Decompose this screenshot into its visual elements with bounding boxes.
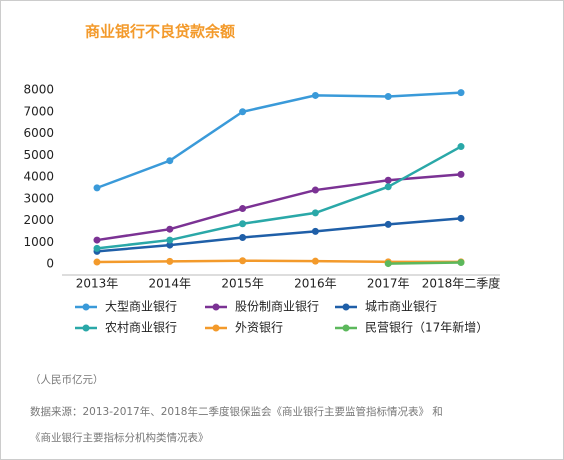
- data-point: [384, 183, 392, 191]
- legend-swatch-dot: [342, 324, 350, 332]
- data-point: [166, 241, 174, 249]
- x-tick-label: 2017年: [367, 277, 410, 291]
- data-point: [166, 236, 174, 244]
- legend-label: 股份制商业银行: [235, 299, 319, 314]
- data-point: [311, 209, 319, 217]
- data-point: [457, 214, 465, 222]
- legend-label: 大型商业银行: [105, 299, 177, 314]
- x-tick-label: 2015年: [221, 277, 264, 291]
- legend-swatch-dot: [342, 303, 350, 311]
- y-tick-label: 7000: [23, 104, 54, 118]
- data-point: [239, 220, 247, 228]
- chart-title: 商业银行不良贷款余额: [85, 23, 235, 41]
- legend-swatch-dot: [212, 324, 220, 332]
- legend-swatch-dot: [212, 303, 220, 311]
- data-point: [166, 225, 174, 233]
- data-point: [311, 227, 319, 235]
- data-point: [93, 244, 101, 252]
- y-tick-label: 8000: [23, 83, 54, 97]
- data-point: [93, 258, 101, 266]
- y-tick-label: 4000: [23, 170, 54, 184]
- y-tick-label: 2000: [23, 213, 54, 227]
- series-line: [96, 145, 462, 250]
- legend-label: 外资银行: [235, 321, 283, 335]
- y-tick-label: 0: [46, 257, 54, 271]
- x-tick-label: 2016年: [294, 277, 337, 291]
- data-point: [384, 260, 392, 268]
- data-point: [384, 176, 392, 184]
- y-tick-label: 3000: [23, 191, 54, 205]
- data-point: [457, 170, 465, 178]
- data-point: [239, 108, 247, 116]
- legend-label: 城市商业银行: [365, 299, 437, 314]
- y-tick-label: 1000: [23, 235, 54, 249]
- data-point: [457, 143, 465, 151]
- data-point: [384, 220, 392, 228]
- source-line: 《商业银行主要指标分机构类情况表》: [30, 431, 209, 444]
- legend-label: 民营银行（17年新增）: [365, 320, 488, 335]
- series-line: [96, 259, 461, 264]
- legend-swatch-dot: [82, 303, 90, 311]
- x-tick-label: 2018年二季度: [422, 276, 501, 291]
- data-point: [457, 258, 465, 266]
- series-line: [96, 217, 462, 253]
- data-point: [384, 93, 392, 101]
- data-point: [93, 184, 101, 192]
- data-point: [311, 91, 319, 99]
- data-point: [311, 257, 319, 265]
- data-point: [166, 157, 174, 165]
- data-point: [239, 205, 247, 213]
- data-point: [239, 233, 247, 241]
- legend-label: 农村商业银行: [105, 320, 177, 335]
- unit-note: （人民币亿元）: [30, 373, 104, 386]
- legend-swatch-dot: [82, 324, 90, 332]
- x-tick-label: 2014年: [149, 277, 192, 291]
- data-point: [457, 89, 465, 97]
- y-tick-label: 5000: [23, 148, 54, 162]
- data-point: [93, 236, 101, 244]
- x-tick-label: 2013年: [76, 277, 119, 291]
- series-line: [96, 91, 462, 190]
- series-line: [388, 261, 462, 265]
- source-line: 数据来源：2013-2017年、2018年二季度银保监会《商业银行主要监管指标情…: [30, 405, 443, 418]
- data-point: [239, 257, 247, 265]
- data-point: [166, 257, 174, 265]
- y-tick-label: 6000: [23, 126, 54, 140]
- data-point: [311, 186, 319, 194]
